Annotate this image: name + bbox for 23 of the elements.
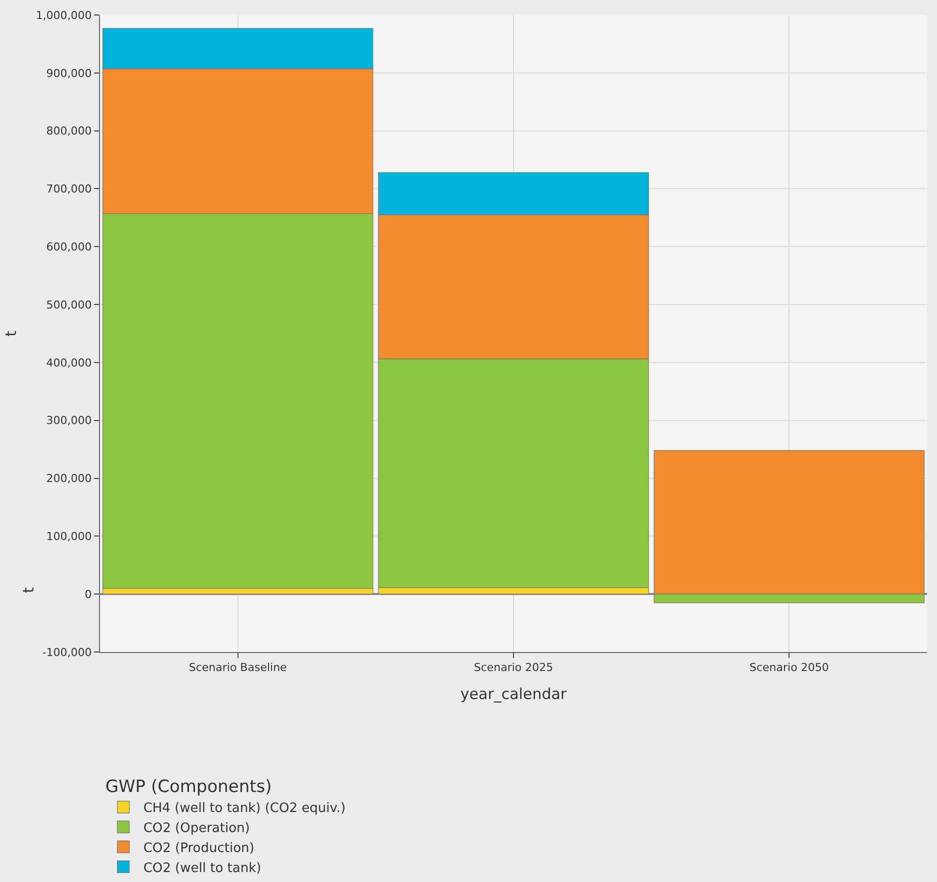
y-tick-label: 100,000 [46, 530, 92, 544]
y-tick-label: 1,000,000 [36, 8, 92, 22]
y-tick-label: 200,000 [46, 472, 92, 486]
x-tick-label: Scenario 2050 [750, 661, 829, 674]
y-axis-title: t [2, 330, 20, 336]
x-tick-label: Scenario 2025 [474, 661, 554, 674]
y-tick-label: 800,000 [46, 124, 92, 138]
y-tick-label: -100,000 [42, 646, 92, 659]
y-tick-label: 600,000 [46, 240, 92, 254]
x-axis-title: year_calendar [460, 685, 568, 704]
y-tick-label: 900,000 [46, 66, 92, 80]
y-tick-label: 400,000 [46, 356, 92, 370]
y-tick-label: 500,000 [46, 298, 92, 312]
legend-label: CO2 (Operation) [143, 821, 250, 836]
legend-label: CO2 (Production) [143, 840, 254, 856]
legend-label: CO2 (well to tank) [143, 860, 262, 876]
legend-title: GWP (Components) [105, 777, 272, 798]
y-tick-label: 700,000 [46, 182, 92, 196]
legend-label: CH4 (well to tank) (CO2 equiv.) [143, 801, 346, 816]
x-tick-label: Scenario Baseline [188, 661, 288, 674]
y-tick-label: 300,000 [46, 414, 92, 428]
text: t [20, 586, 38, 593]
y-tick-label: 0 [84, 588, 92, 601]
